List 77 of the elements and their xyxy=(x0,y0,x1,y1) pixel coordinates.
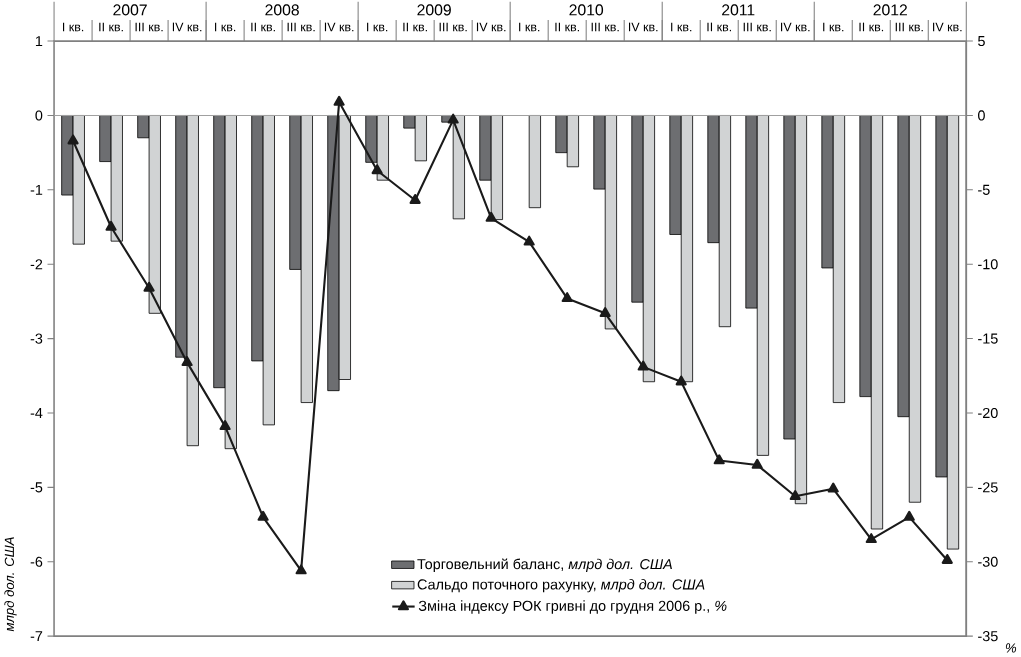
y2-tick-label: -25 xyxy=(978,482,998,493)
y-tick-label: -6 xyxy=(30,556,43,567)
text: 2011 xyxy=(722,4,755,16)
text: 2012 xyxy=(873,4,907,16)
point xyxy=(751,458,763,469)
point xyxy=(561,292,573,303)
x-tick-label: IV кв. xyxy=(172,22,202,32)
x-tick-label: I кв. xyxy=(367,22,388,32)
x-tick-label: II кв. xyxy=(707,22,732,32)
x-tick-label: I кв. xyxy=(671,22,692,32)
point xyxy=(105,220,117,231)
y2-tick-label: -5 xyxy=(978,184,990,195)
point xyxy=(219,420,231,431)
x-tick-label: II кв. xyxy=(99,22,123,32)
x-tick-label: III кв. xyxy=(591,22,619,32)
x-tick-label: I кв. xyxy=(823,22,844,32)
y2-tick-label: 0 xyxy=(978,110,985,121)
point xyxy=(371,164,383,175)
point xyxy=(865,533,877,544)
x-tick-label: III кв. xyxy=(287,22,315,32)
point xyxy=(827,482,839,493)
point xyxy=(637,360,649,371)
point xyxy=(67,134,79,145)
point xyxy=(485,211,497,222)
x-tick-label: III кв. xyxy=(135,22,163,32)
y-tick-label: -3 xyxy=(30,333,43,344)
legend-label: Зміна індексу РОК гривні до грудня 2006 р., % xyxy=(418,600,727,614)
text: 2009 xyxy=(417,4,451,16)
y-tick-label: -2 xyxy=(30,259,43,270)
y2-tick-label: -35 xyxy=(978,631,998,642)
x-tick-label: IV кв. xyxy=(476,22,506,32)
y2-tick-label: -30 xyxy=(978,556,998,567)
point xyxy=(941,554,953,564)
x-tick-label: III кв. xyxy=(895,22,923,32)
point xyxy=(599,307,611,318)
legend-label: Сальдо поточного рахунку, млрд дол. США xyxy=(417,578,705,593)
point xyxy=(181,356,193,367)
y2-tick-label: -20 xyxy=(978,407,998,419)
point xyxy=(143,281,155,292)
legend-label: Торговельний баланс, млрд дол. США xyxy=(417,558,672,573)
x-tick-label: IV кв. xyxy=(933,22,962,32)
y2-tick-label: -10 xyxy=(978,259,998,270)
point xyxy=(675,375,687,386)
y-tick-label: 1 xyxy=(35,36,43,47)
x-tick-label: I кв. xyxy=(519,22,540,32)
y-axis-title: млрд дол. США xyxy=(4,537,17,632)
y-tick-label: -5 xyxy=(30,482,43,493)
x-tick-label: IV кв. xyxy=(781,22,810,32)
x-tick-label: I кв. xyxy=(215,22,236,32)
y2-axis-title: % xyxy=(1005,643,1017,653)
point xyxy=(447,113,459,124)
point xyxy=(789,490,801,500)
point xyxy=(523,235,535,246)
text: 2010 xyxy=(569,4,604,16)
text: 2008 xyxy=(265,4,299,16)
y-tick-label: 0 xyxy=(35,110,43,121)
y-tick-label: -4 xyxy=(30,408,43,418)
x-tick-label: II кв. xyxy=(251,22,275,32)
x-tick-label: IV кв. xyxy=(324,22,354,32)
y-tick-label: -1 xyxy=(30,184,43,195)
y2-tick-label: 5 xyxy=(978,36,985,47)
y-tick-label: -7 xyxy=(30,631,43,642)
y2-tick-label: -15 xyxy=(978,333,998,344)
point xyxy=(333,95,345,106)
point xyxy=(295,564,307,575)
point xyxy=(257,510,269,521)
point xyxy=(409,194,421,204)
x-tick-label: III кв. xyxy=(743,22,771,32)
point xyxy=(713,454,725,465)
x-tick-label: II кв. xyxy=(403,22,427,32)
point xyxy=(903,510,915,521)
x-tick-label: IV кв. xyxy=(628,22,658,32)
x-tick-label: II кв. xyxy=(555,22,579,32)
x-tick-label: I кв. xyxy=(63,22,84,32)
text: 2007 xyxy=(113,4,147,16)
x-tick-label: III кв. xyxy=(439,22,467,32)
x-tick-label: II кв. xyxy=(859,22,884,32)
